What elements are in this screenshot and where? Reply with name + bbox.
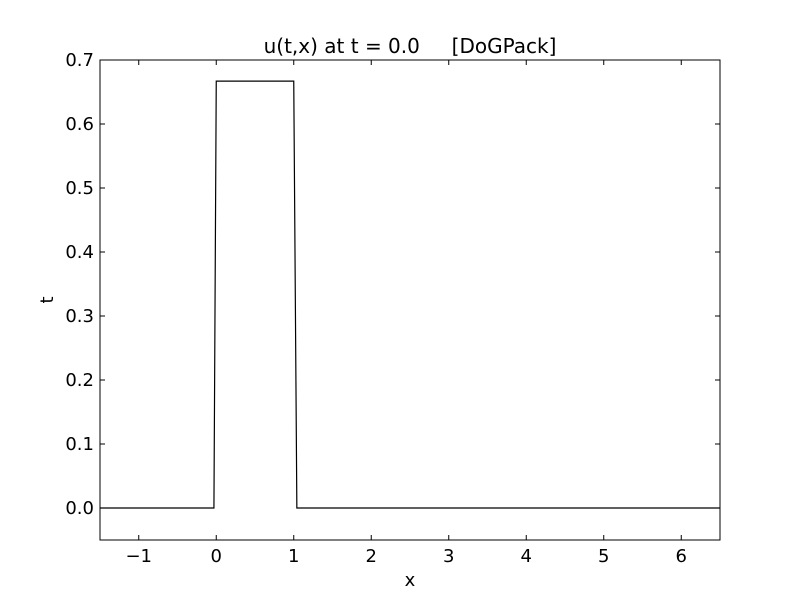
plot-frame [99,59,721,541]
y-tick-label: 0.6 [65,114,94,135]
x-tick-label: 4 [521,546,532,567]
x-tick-label: 2 [366,546,377,567]
x-axis-label: x [405,570,416,591]
y-axis-ticks: 0.0 0.1 0.2 0.3 0.4 0.5 0.6 0.7 [65,50,720,519]
y-tick-label: 0.4 [65,242,94,263]
x-tick-label: 6 [676,546,687,567]
y-tick-label: 0.1 [65,434,94,455]
x-axis-ticks: −1 0 1 2 3 4 5 6 [125,60,687,567]
x-tick-label: 0 [211,546,222,567]
chart-title: u(t,x) at t = 0.0 [DoGPack] [264,34,557,58]
y-tick-label: 0.0 [65,498,94,519]
x-tick-label: −1 [125,546,152,567]
plot-area [100,80,720,509]
x-tick-label: 5 [598,546,609,567]
y-axis-label: t [37,296,58,303]
x-tick-label: 3 [443,546,454,567]
y-tick-label: 0.3 [65,306,94,327]
y-tick-label: 0.7 [65,50,94,71]
x-tick-label: 1 [288,546,299,567]
y-tick-label: 0.2 [65,370,94,391]
series-line-1 [100,80,720,509]
y-tick-label: 0.5 [65,178,94,199]
